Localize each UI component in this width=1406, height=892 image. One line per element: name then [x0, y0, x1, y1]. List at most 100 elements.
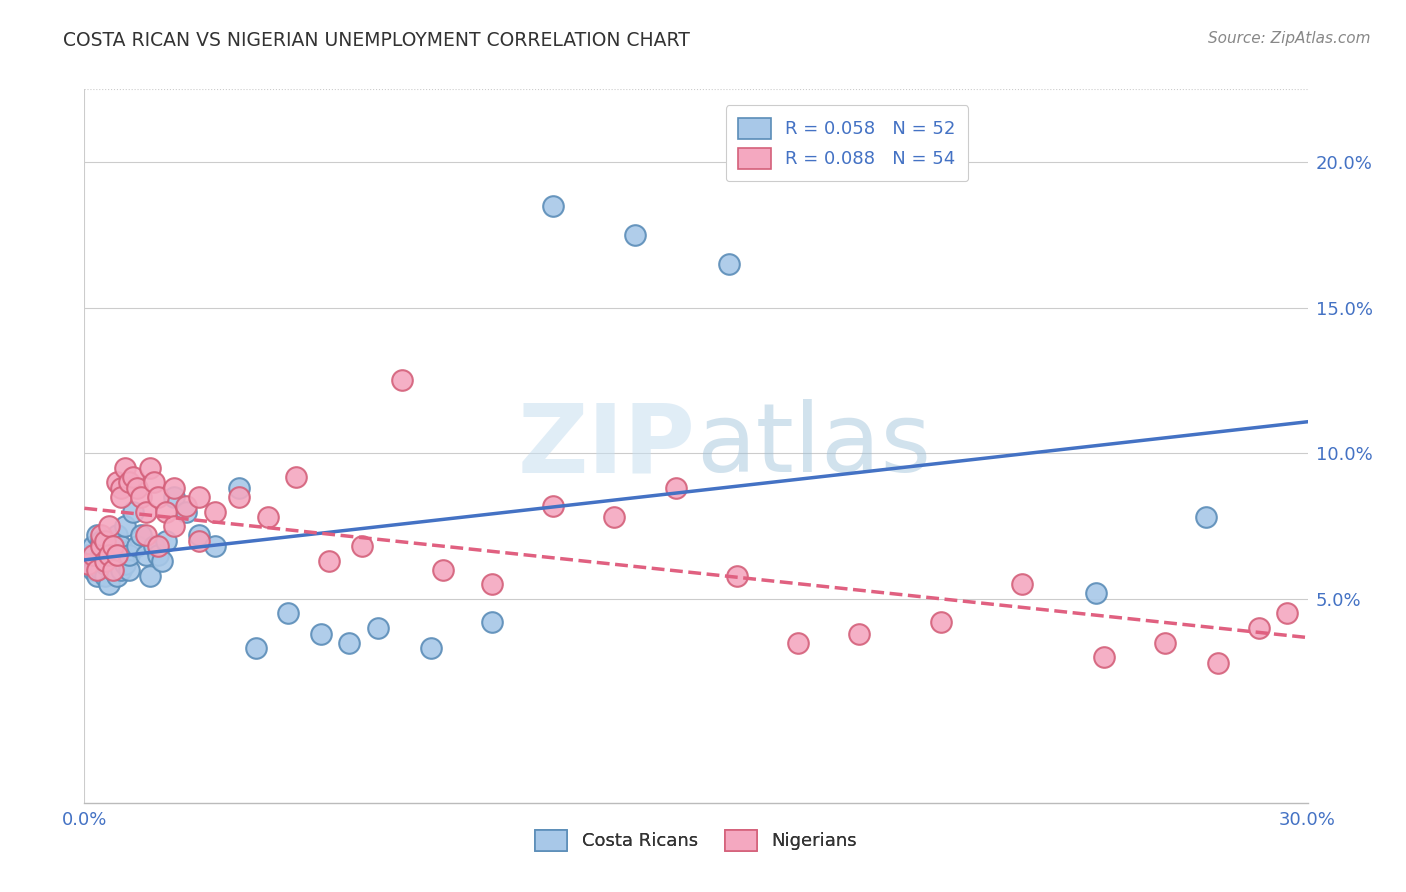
Point: [101, 554, 124, 568]
Point: [848, 627, 870, 641]
Point: [105, 528, 128, 542]
Point: [318, 554, 340, 568]
Point: [131, 490, 153, 504]
Point: [309, 627, 332, 641]
Point: [146, 540, 169, 554]
Point: [122, 504, 145, 518]
Point: [339, 635, 361, 649]
Point: [90, 548, 112, 562]
Point: [146, 490, 169, 504]
Point: [135, 504, 157, 518]
Point: [1011, 577, 1033, 591]
Legend: Costa Ricans, Nigerians: Costa Ricans, Nigerians: [527, 822, 865, 858]
Point: [122, 469, 145, 483]
Point: [624, 227, 647, 242]
Point: [142, 475, 165, 490]
Point: [391, 374, 413, 388]
Point: [77, 548, 100, 562]
Point: [1206, 656, 1229, 670]
Point: [543, 499, 565, 513]
Point: [110, 481, 132, 495]
Point: [543, 199, 565, 213]
Point: [155, 533, 177, 548]
Text: COSTA RICAN VS NIGERIAN UNEMPLOYMENT CORRELATION CHART: COSTA RICAN VS NIGERIAN UNEMPLOYMENT COR…: [63, 31, 690, 50]
Point: [131, 528, 153, 542]
Point: [285, 469, 308, 483]
Point: [367, 621, 389, 635]
Point: [277, 607, 299, 621]
Point: [350, 540, 373, 554]
Point: [481, 577, 503, 591]
Point: [127, 540, 149, 554]
Point: [118, 548, 141, 562]
Point: [101, 563, 124, 577]
Point: [118, 475, 141, 490]
Point: [127, 481, 149, 495]
Point: [174, 499, 197, 513]
Point: [174, 504, 197, 518]
Point: [1247, 621, 1270, 635]
Point: [90, 528, 112, 542]
Point: [1084, 586, 1107, 600]
Point: [187, 528, 209, 542]
Point: [163, 519, 186, 533]
Point: [929, 615, 952, 630]
Point: [1154, 635, 1177, 649]
Point: [150, 554, 173, 568]
Point: [245, 641, 267, 656]
Point: [93, 554, 115, 568]
Point: [82, 548, 104, 562]
Point: [97, 548, 120, 562]
Point: [105, 548, 128, 562]
Point: [146, 548, 169, 562]
Point: [717, 257, 740, 271]
Point: [90, 540, 112, 554]
Point: [110, 490, 132, 504]
Point: [82, 540, 104, 554]
Point: [187, 533, 209, 548]
Point: [163, 481, 186, 495]
Point: [97, 577, 120, 591]
Point: [725, 568, 748, 582]
Point: [163, 490, 186, 504]
Point: [86, 557, 108, 571]
Point: [90, 533, 112, 548]
Point: [90, 563, 112, 577]
Point: [432, 563, 454, 577]
Point: [82, 563, 104, 577]
Point: [135, 528, 157, 542]
Point: [97, 519, 120, 533]
Point: [118, 563, 141, 577]
Text: Source: ZipAtlas.com: Source: ZipAtlas.com: [1208, 31, 1371, 46]
Point: [142, 540, 165, 554]
Point: [138, 460, 160, 475]
Point: [101, 540, 124, 554]
Point: [101, 533, 124, 548]
Point: [77, 557, 100, 571]
Point: [138, 568, 160, 582]
Point: [114, 519, 136, 533]
Text: ZIP: ZIP: [517, 400, 696, 492]
Point: [110, 540, 132, 554]
Text: atlas: atlas: [696, 400, 931, 492]
Point: [101, 563, 124, 577]
Point: [93, 568, 115, 582]
Point: [93, 557, 115, 571]
Point: [93, 540, 115, 554]
Point: [110, 563, 132, 577]
Point: [257, 510, 280, 524]
Point: [86, 563, 108, 577]
Point: [97, 548, 120, 562]
Point: [228, 481, 250, 495]
Point: [93, 533, 115, 548]
Point: [420, 641, 443, 656]
Point: [1092, 650, 1115, 665]
Point: [86, 568, 108, 582]
Point: [155, 504, 177, 518]
Point: [665, 481, 688, 495]
Point: [114, 557, 136, 571]
Point: [1277, 607, 1299, 621]
Point: [135, 548, 157, 562]
Point: [187, 490, 209, 504]
Point: [204, 504, 226, 518]
